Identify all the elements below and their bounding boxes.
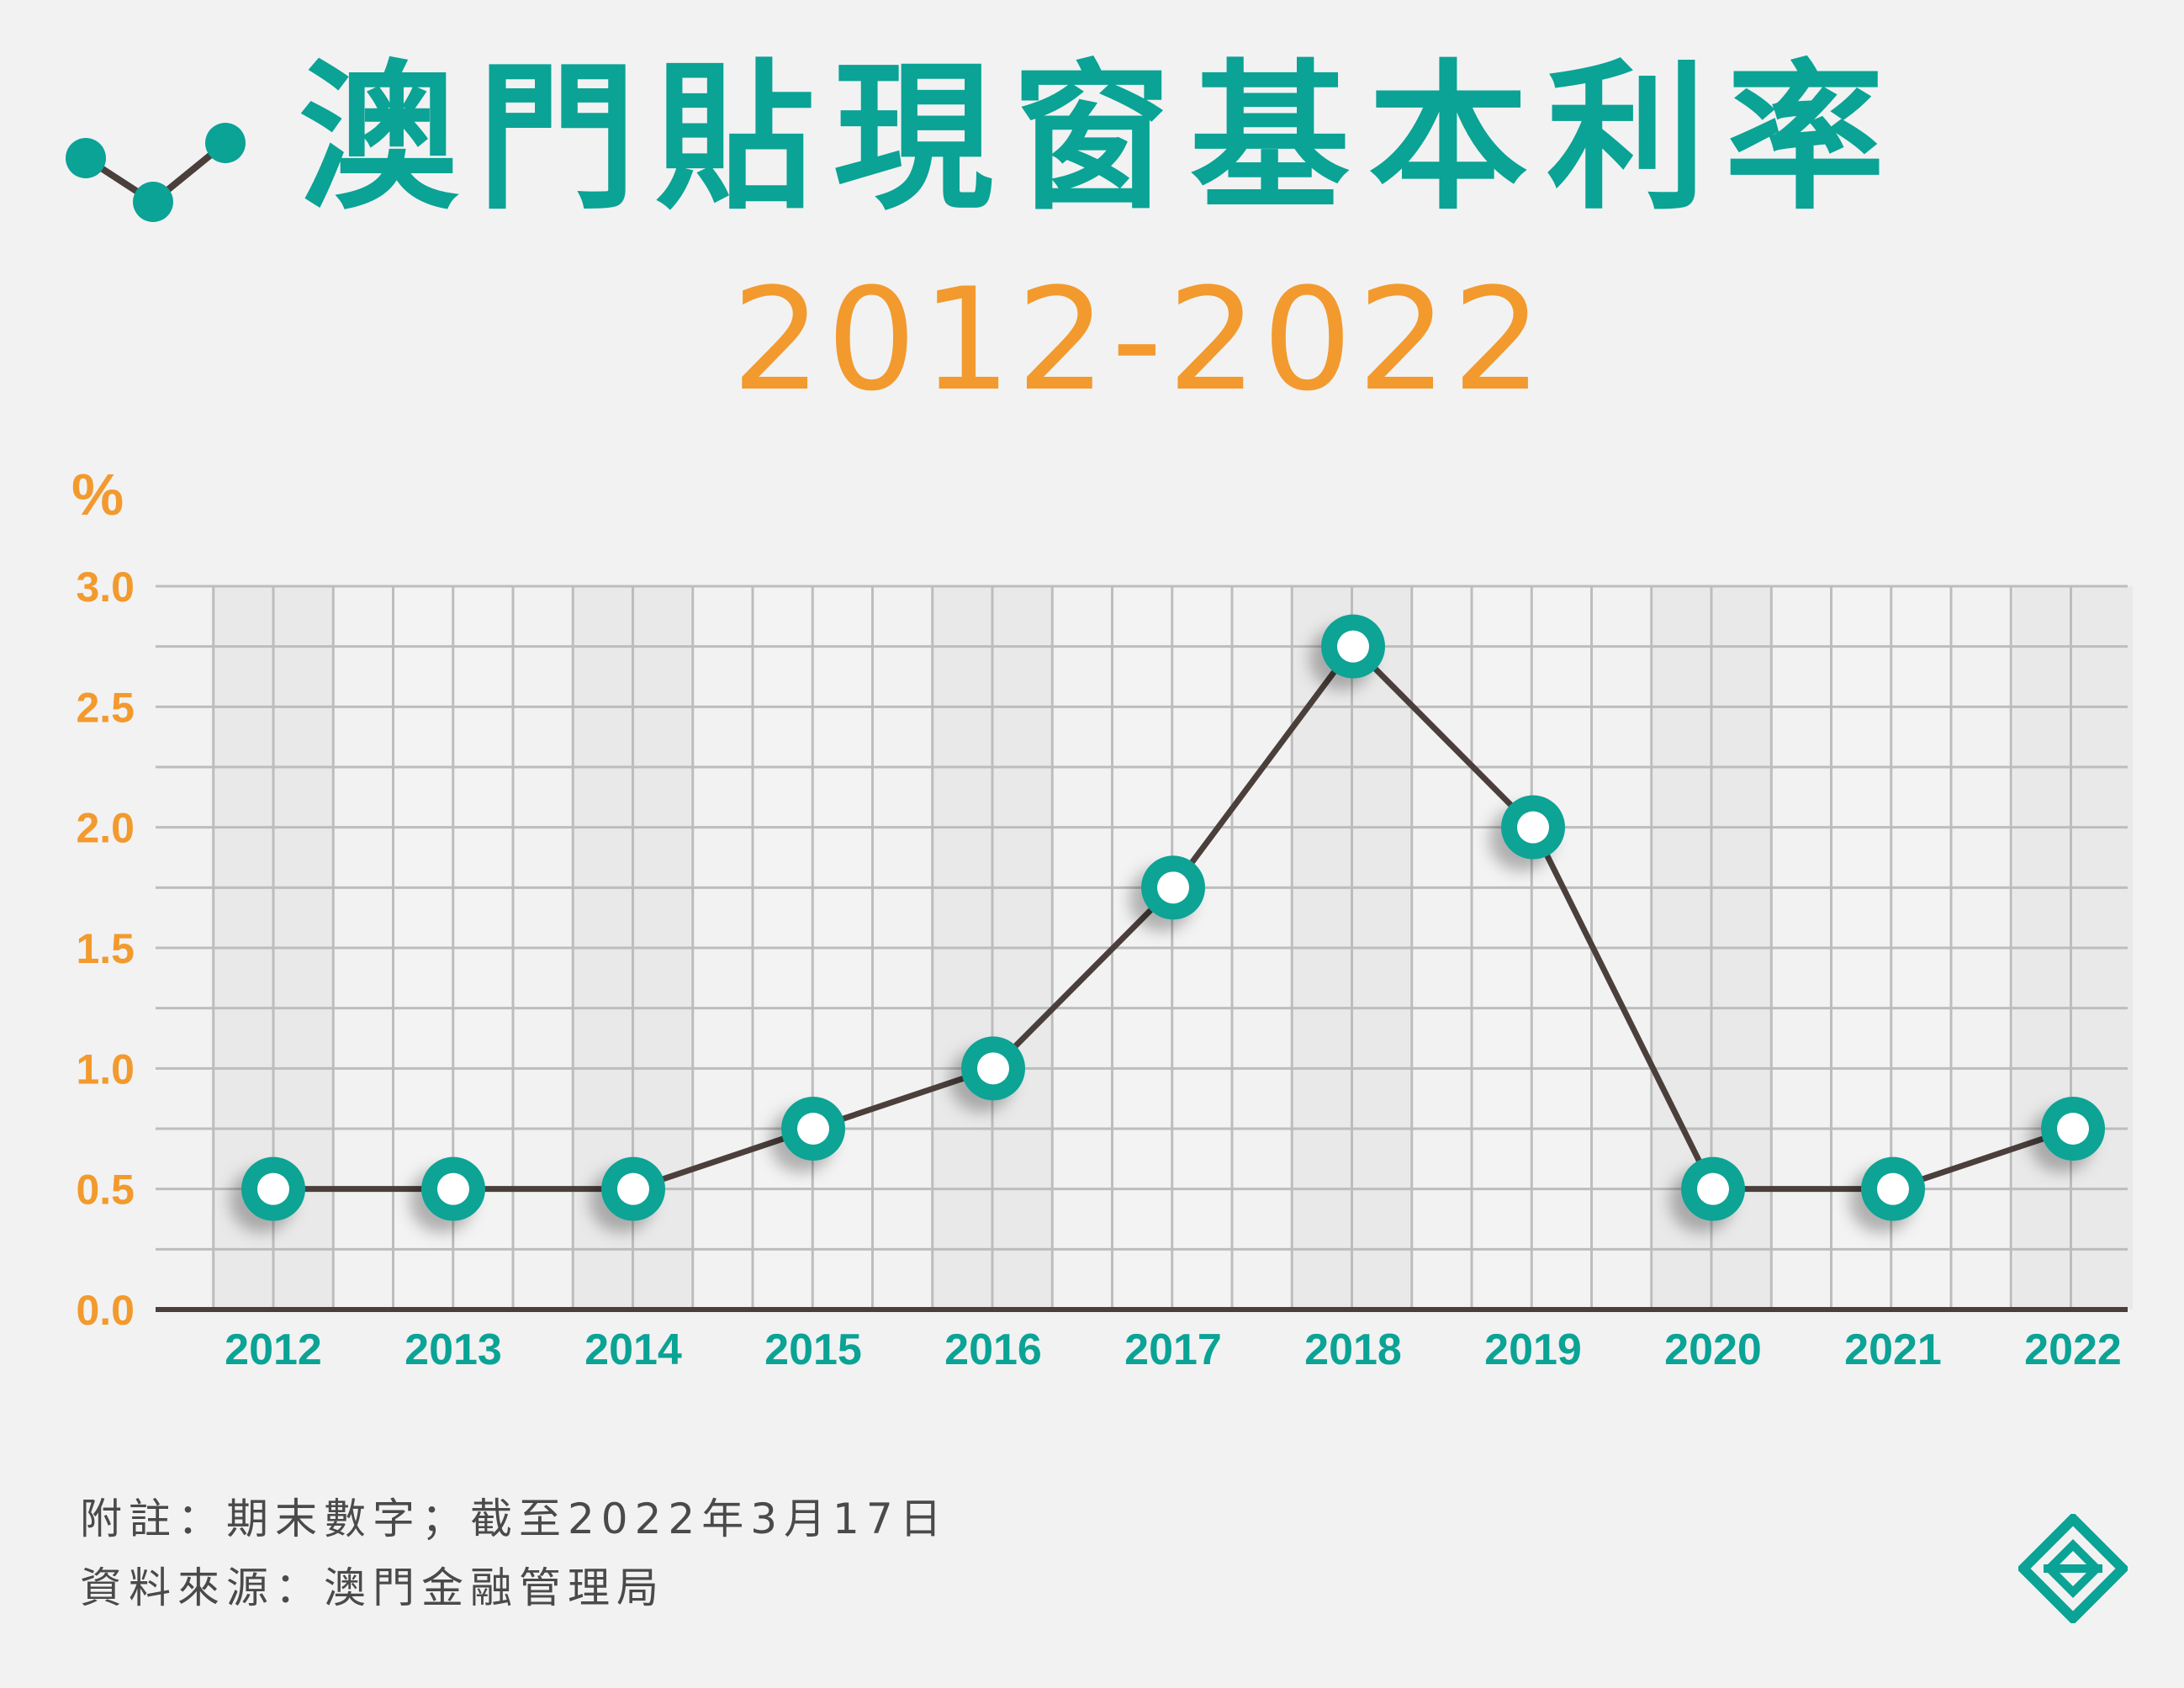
footer-notes: 附註：期末數字；截至2022年3月17日 資料來源：澳門金融管理局 (80, 1484, 949, 1622)
y-tick-label: 1.0 (76, 1045, 135, 1093)
data-point (421, 1156, 485, 1221)
x-tick-label: 2019 (1484, 1326, 1582, 1374)
data-point-center (1697, 1172, 1729, 1205)
data-point (1681, 1156, 1745, 1221)
data-point-center (2057, 1113, 2089, 1145)
data-point-center (437, 1172, 469, 1205)
line-chart-icon (66, 123, 246, 222)
data-point (781, 1097, 845, 1161)
data-point-center (797, 1113, 829, 1145)
data-point (1501, 795, 1565, 860)
data-point-center (1877, 1172, 1909, 1205)
footer-source: 資料來源：澳門金融管理局 (80, 1564, 665, 1612)
data-point-center (1337, 630, 1369, 663)
x-tick-label: 2020 (1664, 1326, 1762, 1374)
amcm-logo-icon (2018, 1514, 2128, 1623)
y-axis-unit: % (71, 462, 124, 527)
y-tick-labels: 0.0 0.5 1.0 1.5 2.0 2.5 3.0 (76, 564, 135, 1334)
y-tick-label: 3.0 (76, 564, 135, 611)
data-point-center (617, 1172, 649, 1205)
data-point-center (977, 1052, 1009, 1085)
data-point (601, 1156, 665, 1221)
y-tick-label: 2.0 (76, 805, 135, 852)
y-tick-label: 1.5 (76, 925, 135, 972)
x-tick-label: 2013 (405, 1326, 502, 1374)
x-tick-labels: 2012 2013 2014 2015 2016 2017 2018 2019 2020 2021… (225, 1326, 2122, 1374)
x-tick-label: 2012 (225, 1326, 322, 1374)
grid-lines (156, 585, 2128, 1310)
y-tick-label: 0.5 (76, 1167, 135, 1214)
data-point-center (1157, 871, 1189, 904)
data-point (241, 1156, 305, 1221)
x-tick-label: 2016 (944, 1326, 1042, 1374)
data-points (241, 614, 2105, 1221)
data-point (1861, 1156, 1925, 1221)
y-tick-label: 0.0 (76, 1287, 135, 1334)
page-title: 澳門貼現窗基本利率 (299, 45, 1904, 231)
x-tick-label: 2014 (584, 1326, 682, 1374)
x-tick-label: 2022 (2024, 1326, 2122, 1374)
data-point-center (257, 1172, 289, 1205)
x-tick-label: 2017 (1124, 1326, 1222, 1374)
x-tick-label: 2021 (1844, 1326, 1942, 1374)
data-point-center (1517, 811, 1549, 844)
footer-note: 附註：期末數字；截至2022年3月17日 (80, 1495, 949, 1543)
x-tick-label: 2015 (764, 1326, 862, 1374)
data-point (1321, 614, 1385, 679)
page-subtitle: 2012-2022 (732, 257, 1547, 422)
data-point (2041, 1097, 2105, 1161)
data-point (961, 1036, 1025, 1101)
data-point (1141, 855, 1205, 920)
y-tick-label: 2.5 (76, 684, 135, 731)
x-tick-label: 2018 (1304, 1326, 1402, 1374)
